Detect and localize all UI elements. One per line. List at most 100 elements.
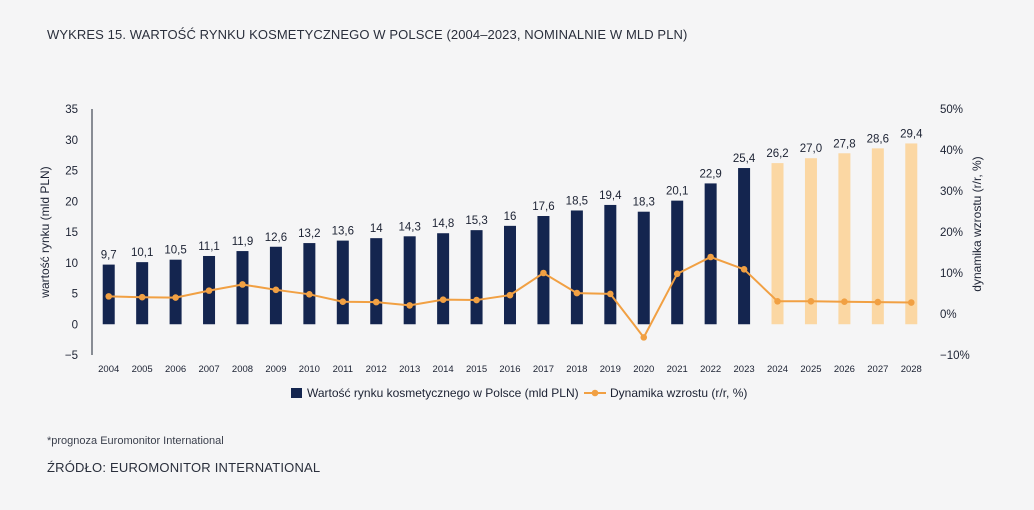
y2-tick-label: 50%	[940, 104, 963, 116]
x-tick-label-2010: 2010	[299, 364, 320, 375]
growth-point-2009	[272, 286, 280, 294]
x-tick-label-2014: 2014	[433, 364, 454, 375]
growth-point-2011	[339, 298, 347, 306]
y-tick-label: 35	[65, 104, 78, 116]
bar-2023	[738, 168, 751, 325]
growth-point-2028	[907, 299, 915, 306]
bar-2010	[303, 243, 316, 325]
bar-label-2015: 15,3	[465, 215, 487, 227]
x-tick-label-2009: 2009	[265, 364, 286, 375]
bar-2024	[771, 163, 784, 325]
source-note: ŹRÓDŁO: EUROMONITOR INTERNATIONAL	[47, 460, 321, 475]
growth-point-2014	[439, 296, 447, 303]
bar-label-2027: 28,6	[867, 133, 889, 145]
y-tick-label: 5	[72, 289, 78, 301]
growth-point-2015	[473, 296, 480, 304]
y2-tick-label: 10%	[940, 268, 963, 280]
growth-point-2005	[138, 293, 146, 301]
y-tick-label: 15	[65, 227, 78, 239]
bar-label-2021: 20,1	[666, 186, 688, 198]
bar-label-2020: 18,3	[633, 197, 655, 209]
growth-point-2026	[841, 298, 848, 306]
bar-label-2028: 29,4	[900, 128, 923, 140]
growth-point-2013	[406, 302, 413, 309]
growth-point-2019	[607, 290, 614, 298]
x-tick-label-2028: 2028	[901, 364, 922, 375]
y2-tick-label: 0%	[940, 309, 957, 321]
bar-2021	[671, 200, 684, 325]
bar-2018	[570, 210, 583, 325]
bar-label-2022: 22,9	[699, 168, 721, 180]
bar-2028	[905, 143, 918, 325]
x-tick-label-2018: 2018	[566, 364, 587, 375]
bar-label-2019: 19,4	[599, 190, 622, 202]
y-tick-label: 10	[65, 258, 78, 270]
x-tick-label-2012: 2012	[366, 364, 387, 375]
bars-layer	[102, 143, 918, 325]
bar-label-2024: 26,2	[766, 148, 788, 160]
bar-label-2018: 18,5	[566, 195, 588, 207]
growth-point-2016	[506, 291, 514, 299]
bar-label-2004: 9,7	[101, 250, 117, 262]
x-tick-label-2026: 2026	[834, 364, 855, 375]
growth-point-2012	[372, 298, 380, 306]
growth-point-2023	[740, 266, 748, 273]
legend: Wartość rynku kosmetycznego w Polsce (ml…	[291, 386, 747, 400]
x-tick-label-2020: 2020	[633, 364, 654, 375]
x-tick-label-2013: 2013	[399, 364, 420, 375]
bar-label-2006: 10,5	[164, 245, 186, 257]
bar-label-2023: 25,4	[733, 153, 756, 165]
bar-2025	[804, 158, 817, 325]
growth-point-2022	[707, 253, 714, 261]
growth-point-2027	[874, 298, 882, 306]
bar-label-2014: 14,8	[432, 218, 454, 230]
bar-label-2009: 12,6	[265, 232, 287, 244]
x-tick-label-2011: 2011	[333, 364, 353, 375]
axes-layer: −505101520253035−10%0%10%20%30%40%50%200…	[38, 104, 984, 375]
growth-point-2006	[172, 294, 179, 301]
bar-label-2017: 17,6	[532, 201, 554, 213]
legend-bar-label: Wartość rynku kosmetycznego w Polsce (ml…	[307, 386, 579, 400]
bar-2026	[838, 153, 851, 325]
x-tick-label-2007: 2007	[198, 364, 219, 375]
legend-line-label: Dynamika wzrostu (r/r, %)	[610, 386, 747, 400]
x-tick-label-2025: 2025	[800, 364, 821, 375]
bar-2020	[637, 211, 650, 325]
growth-point-2010	[306, 291, 313, 298]
bar-2006	[169, 259, 182, 325]
growth-point-2007	[205, 287, 213, 294]
growth-point-2020	[640, 334, 648, 341]
y-tick-label: −5	[65, 350, 78, 362]
bar-label-2005: 10,1	[131, 247, 153, 259]
legend-bar-swatch	[291, 388, 302, 398]
bar-2012	[370, 238, 383, 325]
y2-tick-label: 20%	[940, 227, 963, 239]
y2-axis-title: dynamika wzrostu (r/r, %)	[970, 156, 984, 291]
bar-2019	[604, 204, 617, 325]
x-tick-label-2005: 2005	[132, 364, 153, 375]
y-tick-label: 0	[72, 319, 78, 331]
growth-line-layer	[105, 253, 915, 341]
bar-2016	[504, 225, 516, 325]
bar-label-2013: 14,3	[398, 221, 420, 233]
bar-2005	[136, 262, 149, 325]
y-tick-label: 30	[65, 135, 78, 147]
bar-2015	[470, 230, 483, 325]
growth-point-2004	[105, 293, 113, 300]
bar-label-2008: 11,9	[232, 236, 254, 248]
x-tick-label-2024: 2024	[767, 364, 788, 375]
bar-label-2007: 11,1	[198, 241, 220, 253]
x-tick-label-2006: 2006	[165, 364, 186, 375]
legend-line-marker	[591, 389, 599, 397]
y-tick-label: 20	[65, 196, 78, 208]
growth-point-2008	[239, 281, 246, 288]
chart-title: WYKRES 15. WARTOŚĆ RYNKU KOSMETYCZNEGO W…	[47, 27, 688, 42]
bar-2027	[871, 148, 884, 325]
x-tick-label-2015: 2015	[466, 364, 487, 375]
y-tick-label: 25	[65, 166, 78, 178]
x-tick-label-2008: 2008	[232, 364, 253, 375]
x-tick-label-2021: 2021	[667, 364, 688, 375]
bar-2011	[336, 240, 349, 325]
growth-point-2017	[540, 269, 547, 277]
